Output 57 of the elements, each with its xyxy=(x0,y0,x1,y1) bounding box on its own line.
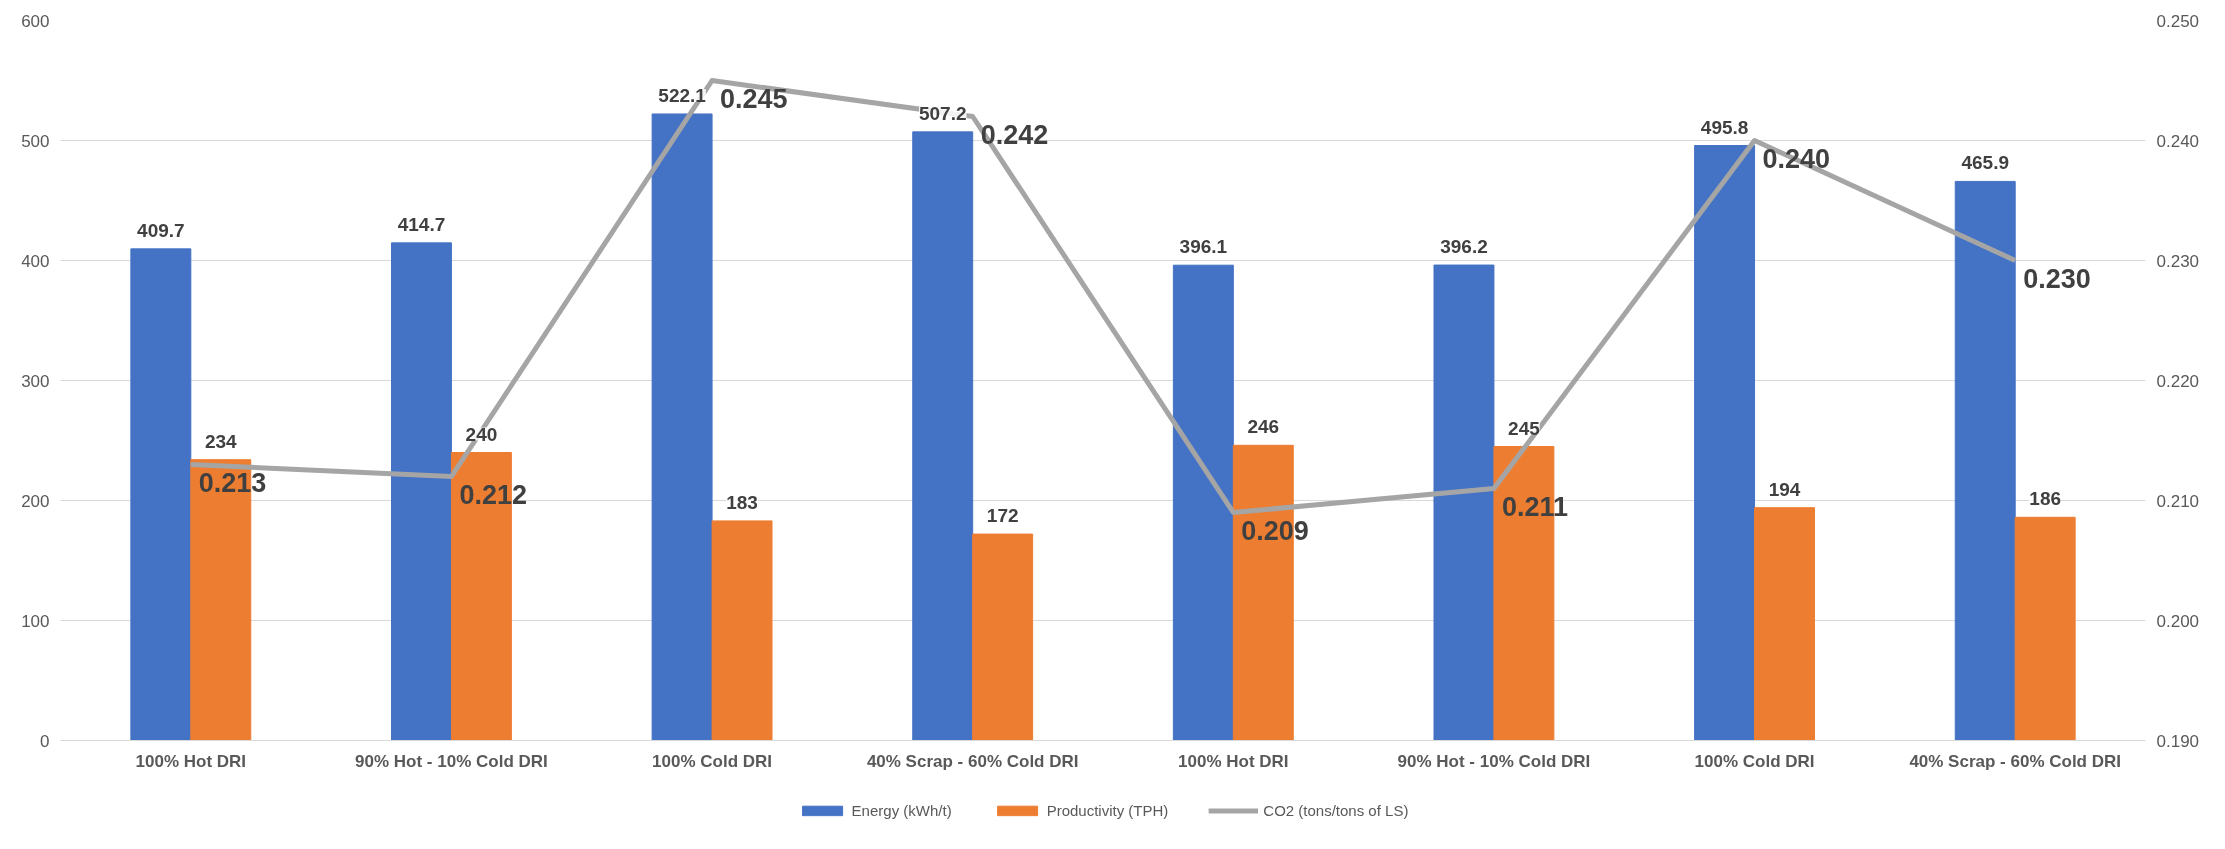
x-tick-label: 100% Cold DRI xyxy=(1694,751,1815,771)
legend-label: Productivity (TPH) xyxy=(1046,801,1169,819)
x-tick-label: 100% Hot DRI xyxy=(135,751,247,771)
y2-tick-label: 0.220 xyxy=(2156,371,2200,391)
data-label: 522.1 xyxy=(658,84,707,106)
data-label: 396.1 xyxy=(1179,236,1228,258)
bar xyxy=(1694,145,1756,741)
data-label: 240 xyxy=(465,423,498,445)
data-label: 245 xyxy=(1508,417,1541,439)
bar xyxy=(651,113,713,741)
y2-tick-label: 0.200 xyxy=(2156,611,2200,631)
data-label: 414.7 xyxy=(397,213,446,235)
bar xyxy=(1433,264,1495,741)
y2-tick-label: 0.250 xyxy=(2156,11,2200,31)
y-tick-label: 500 xyxy=(21,131,50,151)
data-label: 0.230 xyxy=(2023,263,2091,294)
y2-tick-label: 0.240 xyxy=(2156,131,2200,151)
y2-tick-label: 0.230 xyxy=(2156,251,2200,271)
data-label: 495.8 xyxy=(1700,116,1749,138)
x-tick-label: 40% Scrap - 60% Cold DRI xyxy=(866,751,1079,771)
bar xyxy=(972,533,1034,741)
legend-label: CO2 (tons/tons of LS) xyxy=(1263,801,1409,819)
y-tick-label: 600 xyxy=(21,11,50,31)
x-tick-label: 90% Hot - 10% Cold DRI xyxy=(1397,751,1591,771)
bar xyxy=(711,520,773,741)
data-label: 183 xyxy=(726,491,758,513)
data-label: 0.240 xyxy=(1762,143,1831,174)
data-label: 409.7 xyxy=(137,219,185,241)
data-label: 0.242 xyxy=(980,119,1049,150)
data-label: 0.245 xyxy=(720,83,788,114)
legend-label: Energy (kWh/t) xyxy=(851,801,952,819)
y-tick-label: 400 xyxy=(21,251,50,271)
bar xyxy=(130,248,192,741)
bar xyxy=(912,131,974,741)
data-label: 194 xyxy=(1768,478,1801,500)
y-tick-label: 0 xyxy=(40,731,50,751)
bar xyxy=(1954,180,2016,741)
x-tick-label: 90% Hot - 10% Cold DRI xyxy=(355,751,548,771)
y-tick-label: 100 xyxy=(21,611,50,631)
data-label: 507.2 xyxy=(918,102,967,124)
data-label: 186 xyxy=(2029,488,2062,510)
y2-tick-label: 0.190 xyxy=(2156,731,2200,751)
bar xyxy=(390,242,452,741)
y-tick-label: 300 xyxy=(21,371,50,391)
y2-tick-label: 0.210 xyxy=(2156,491,2200,511)
bar xyxy=(1172,264,1234,741)
data-label: 465.9 xyxy=(1961,152,2009,174)
x-tick-label: 100% Cold DRI xyxy=(652,751,773,771)
x-tick-label: 100% Hot DRI xyxy=(1178,751,1289,771)
data-label: 396.2 xyxy=(1440,236,1488,258)
data-label: 246 xyxy=(1247,416,1280,438)
bar xyxy=(2014,516,2076,741)
y-tick-label: 200 xyxy=(21,491,50,511)
x-tick-label: 40% Scrap - 60% Cold DRI xyxy=(1909,751,2121,771)
data-label: 234 xyxy=(204,430,238,452)
data-label: 172 xyxy=(986,505,1019,527)
bar xyxy=(1754,507,1816,741)
